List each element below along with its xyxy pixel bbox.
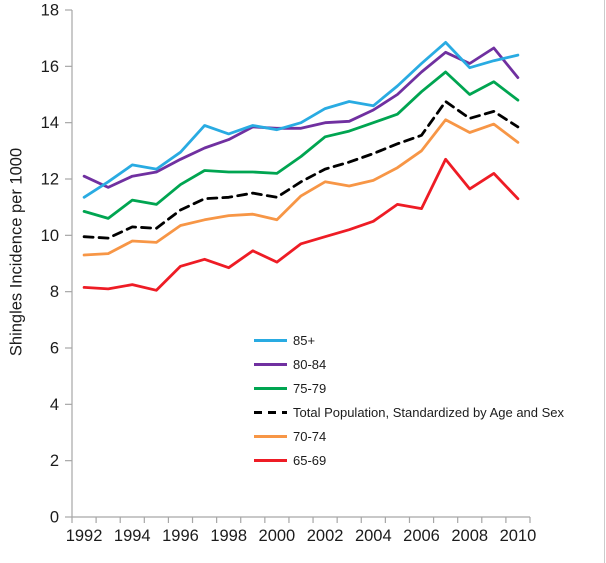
legend-label: 75-79 <box>293 381 327 397</box>
y-tick-label: 4 <box>50 396 59 414</box>
legend-label: Total Population, Standardized by Age an… <box>293 405 565 421</box>
x-tick-label: 1994 <box>114 527 151 545</box>
y-tick-label: 0 <box>50 509 59 527</box>
series-line-80-84 <box>82 46 520 189</box>
legend-label: 85+ <box>293 333 316 349</box>
x-tick-label: 2008 <box>451 527 488 545</box>
y-tick-label: 16 <box>41 58 59 76</box>
y-axis-title: Shingles Incidence per 1000 <box>7 147 26 357</box>
x-tick-label: 2006 <box>403 527 440 545</box>
legend: 85+ 80-84 75-79 Total Population, Standardi… <box>254 329 564 472</box>
x-tick-label: 1992 <box>66 527 103 545</box>
y-tick-label: 14 <box>41 114 59 132</box>
legend-label: 80-84 <box>293 357 327 373</box>
legend-label: 65-69 <box>293 452 327 468</box>
series-line-70-74 <box>82 118 520 257</box>
x-tick-label: 1996 <box>162 527 199 545</box>
y-tick-label: 18 <box>41 2 59 20</box>
legend-line-swatch <box>254 363 287 367</box>
legend-line-swatch <box>254 458 287 462</box>
y-tick-label: 6 <box>50 340 59 358</box>
legend-item: 75-79 <box>254 377 564 401</box>
legend-line-swatch <box>254 339 287 343</box>
series-line-total-population-standardized-by-age-and-sex <box>82 100 520 240</box>
series-line-65-69 <box>82 157 520 292</box>
x-tick-label: 2002 <box>307 527 344 545</box>
legend-item: 65-69 <box>254 448 564 472</box>
legend-label: 70-74 <box>293 429 327 444</box>
legend-line-swatch <box>254 435 287 438</box>
legend-line-swatch <box>254 411 287 415</box>
x-tick-label: 2000 <box>259 527 296 545</box>
x-tick-label: 1998 <box>210 527 247 545</box>
legend-item: 85+ <box>254 329 564 353</box>
x-tick-label: 2010 <box>500 527 537 545</box>
y-tick-label: 10 <box>41 227 59 245</box>
y-tick-label: 12 <box>41 171 59 189</box>
screenshot-right-border <box>604 0 605 563</box>
legend-item: 80-84 <box>254 353 564 377</box>
x-tick-label: 2004 <box>355 527 392 545</box>
legend-line-swatch <box>254 387 287 391</box>
legend-item: Total Population, Standardized by Age an… <box>254 401 564 425</box>
y-tick-label: 8 <box>50 283 59 301</box>
legend-item: 70-74 <box>254 425 564 449</box>
y-tick-label: 2 <box>50 452 59 470</box>
series-line-85+ <box>82 41 520 199</box>
series-line-75-79 <box>82 70 520 220</box>
